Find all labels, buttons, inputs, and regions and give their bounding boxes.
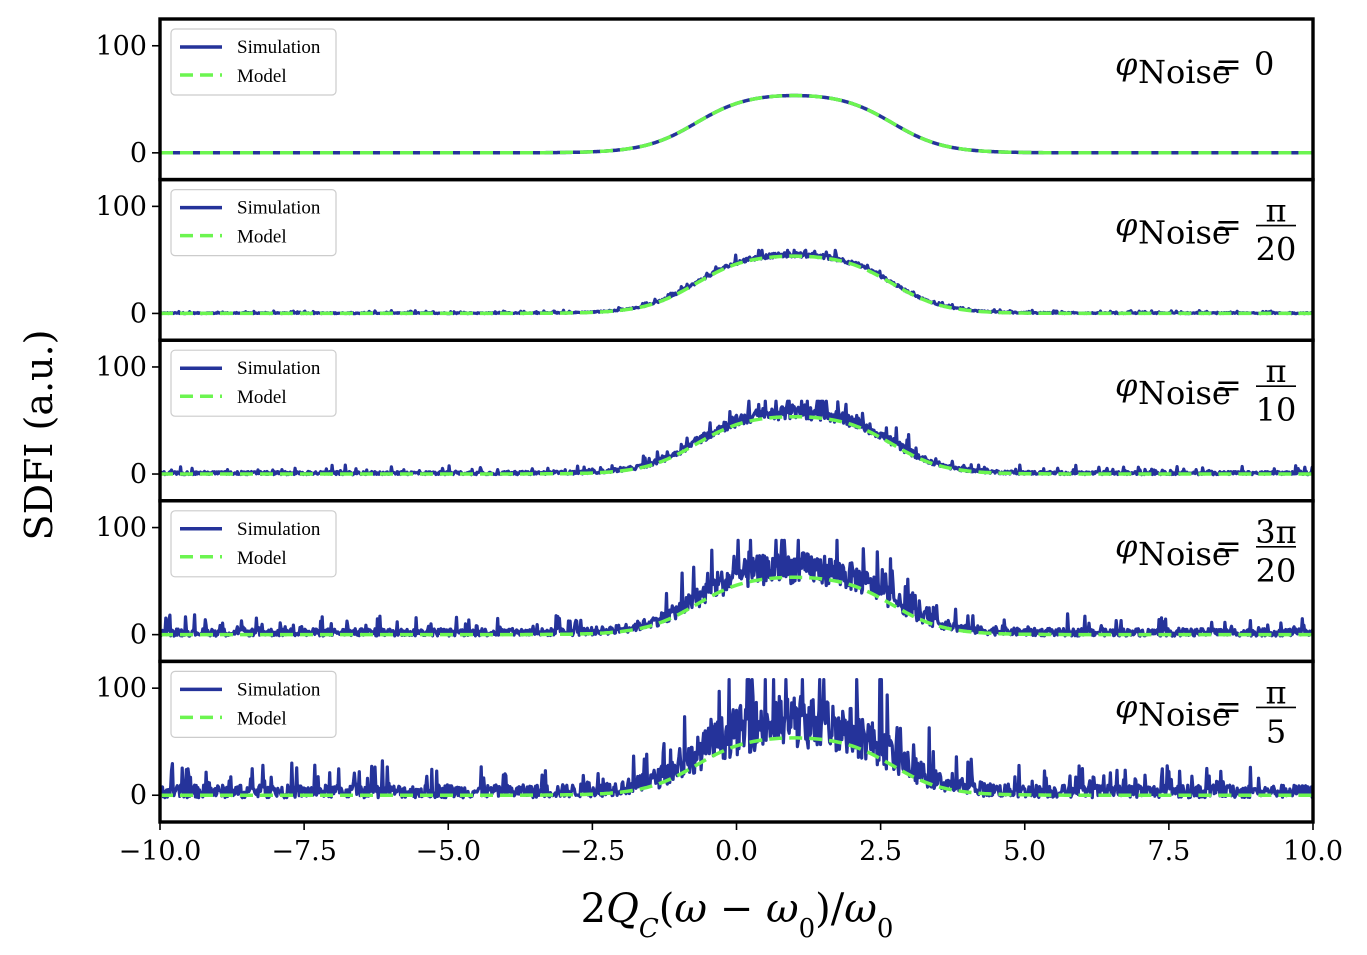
x-axis: −10.0 −7.5 −5.0 −2.5 0.0 2.5 5.0 7.5 10.0 <box>119 822 1343 867</box>
annotation-equals: = <box>1215 687 1242 725</box>
x-tick-label: −5.0 <box>415 836 481 867</box>
annotation-subscript: Noise <box>1138 214 1231 252</box>
annotation-numerator: π <box>1265 352 1286 390</box>
annotation-numerator: 3π <box>1255 513 1296 551</box>
annotation-equals: = <box>1215 366 1242 404</box>
annotation-equals: = <box>1215 527 1242 565</box>
legend-simulation-label: Simulation <box>237 519 321 540</box>
legend-model-label: Model <box>237 66 287 87</box>
legend: Simulation Model <box>170 349 337 417</box>
x-tick-label: −10.0 <box>119 836 202 867</box>
annotation-phi: φ <box>1115 687 1138 725</box>
y-tick-label: 0 <box>130 620 147 651</box>
legend-simulation-label: Simulation <box>237 358 321 379</box>
x-tick-label: 5.0 <box>1003 836 1046 867</box>
panel-annotation: φ Noise= π5 <box>1115 673 1296 750</box>
panel-phi-0: 0 100 Simulation Model φ Noise= 0 <box>95 17 1315 182</box>
model-line <box>160 254 1313 316</box>
panel-annotation: φ Noise= π20 <box>1115 192 1296 269</box>
annotation-subscript: Noise <box>1138 695 1231 733</box>
x-tick-label: 10.0 <box>1283 836 1343 867</box>
annotation-phi: φ <box>1115 527 1138 565</box>
x-tick-label: 2.5 <box>859 836 902 867</box>
simulation-line <box>160 538 1313 638</box>
annotation-denominator: 20 <box>1256 231 1297 269</box>
legend-simulation-label: Simulation <box>237 679 321 700</box>
model-line <box>160 736 1313 797</box>
x-tick-label: −2.5 <box>560 836 626 867</box>
y-tick-label: 100 <box>95 352 147 383</box>
annotation-subscript: Noise <box>1138 53 1231 91</box>
annotation-phi: φ <box>1115 366 1138 404</box>
legend-model-label: Model <box>237 227 287 248</box>
y-tick-label: 100 <box>95 673 147 704</box>
legend: Simulation Model <box>170 189 337 257</box>
y-tick-label: 0 <box>130 780 147 811</box>
annotation-equals: = <box>1215 206 1242 244</box>
annotation-phi: φ <box>1115 45 1138 83</box>
model-line <box>160 93 1313 155</box>
annotation-value: 0 <box>1254 45 1274 83</box>
model-line <box>160 414 1313 476</box>
y-tick-label: 0 <box>130 138 147 169</box>
x-tick-label: −7.5 <box>271 836 337 867</box>
annotation-numerator: π <box>1265 192 1286 230</box>
panel-phi-pi-10: 0 100 Simulation Model φ Noise= π10 <box>95 338 1315 503</box>
panel-annotation: φ Noise= π10 <box>1115 352 1296 429</box>
annotation-denominator: 20 <box>1256 552 1297 590</box>
legend: Simulation Model <box>170 28 337 96</box>
legend-model-label: Model <box>237 708 287 729</box>
y-axis-label: SDFI (a.u.) <box>17 330 61 541</box>
legend: Simulation Model <box>170 670 337 739</box>
annotation-subscript: Noise <box>1138 535 1231 573</box>
legend-simulation-label: Simulation <box>237 37 321 58</box>
legend: Simulation Model <box>170 510 337 578</box>
annotation-denominator: 5 <box>1266 712 1286 750</box>
legend-model-label: Model <box>237 548 287 569</box>
legend-simulation-label: Simulation <box>237 198 321 219</box>
panel-phi-pi-20: 0 100 Simulation Model φ Noise= π20 <box>95 177 1315 342</box>
x-tick-label: 7.5 <box>1147 836 1190 867</box>
annotation-subscript: Noise <box>1138 374 1231 412</box>
annotation-numerator: π <box>1265 673 1286 711</box>
y-tick-label: 100 <box>95 191 147 222</box>
annotation-equals: = <box>1215 45 1242 83</box>
model-line <box>160 575 1313 637</box>
x-tick-label: 0.0 <box>715 836 758 867</box>
y-tick-label: 0 <box>130 459 147 490</box>
legend-model-label: Model <box>237 387 287 408</box>
y-tick-label: 0 <box>130 298 147 329</box>
panel-phi-pi-5: 0 100 Simulation Model φ Noise= π5 <box>95 659 1315 824</box>
y-tick-label: 100 <box>95 31 147 62</box>
x-axis-label: 2QC(ω − ω0)/ω0 <box>581 886 894 944</box>
y-tick-label: 100 <box>95 513 147 544</box>
simulation-line <box>160 248 1313 316</box>
annotation-denominator: 10 <box>1256 391 1297 429</box>
panel-annotation: φ Noise= 0 <box>1115 45 1274 91</box>
annotation-phi: φ <box>1115 206 1138 244</box>
